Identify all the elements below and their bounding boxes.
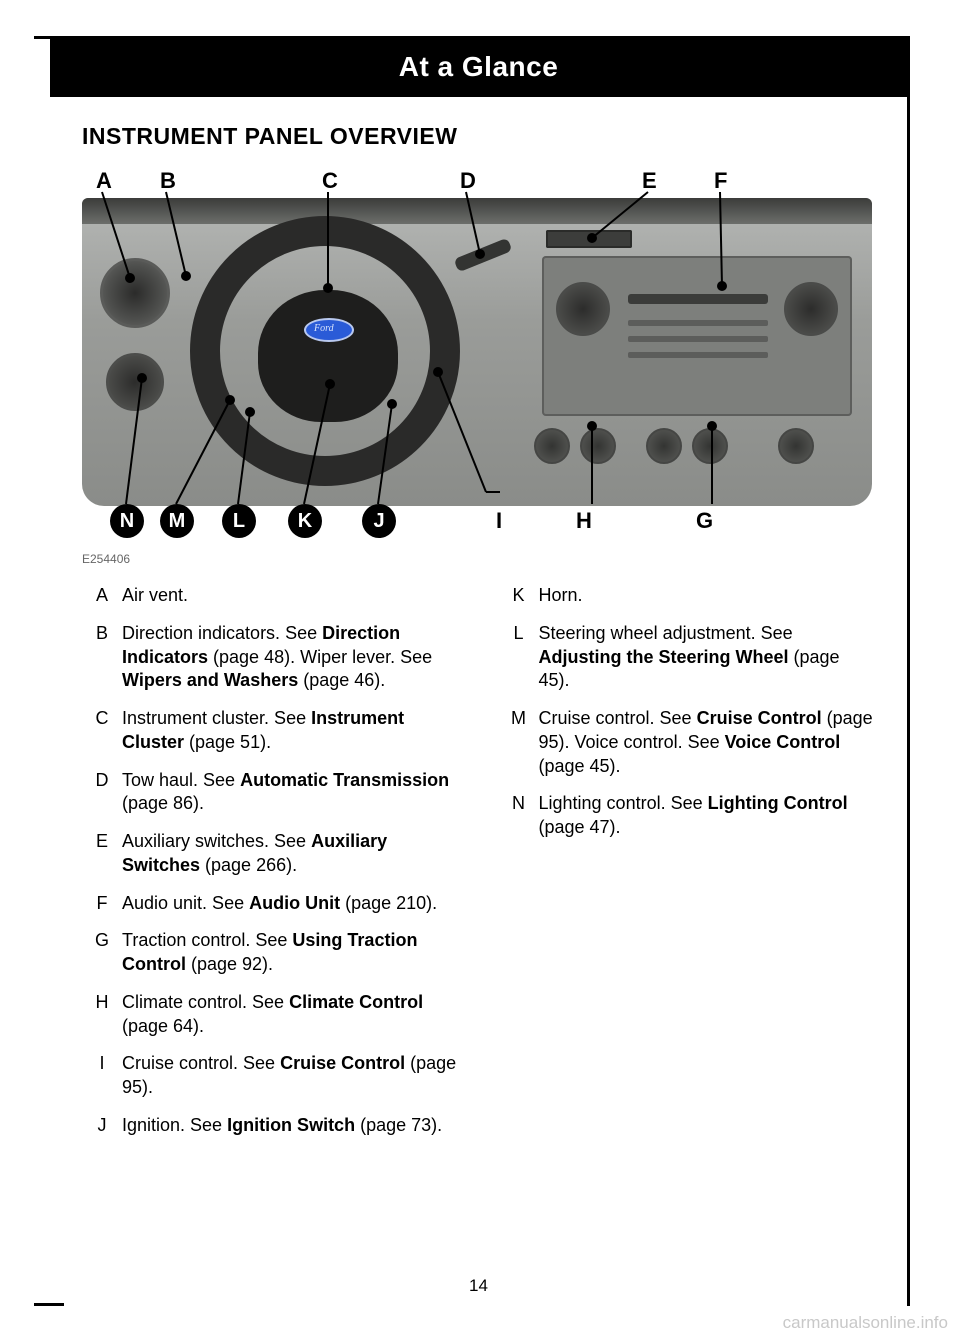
legend-letter: M	[499, 707, 539, 778]
legend-letter: A	[82, 584, 122, 608]
diagram-label-B: B	[160, 168, 176, 194]
legend-letter: D	[82, 769, 122, 817]
legend-lists: AAir vent.BDirection indicators. See Dir…	[82, 584, 875, 1152]
diagram-label-J: J	[362, 504, 396, 538]
legend-letter: C	[82, 707, 122, 755]
dashboard-illustration	[82, 198, 872, 506]
lighting-knob	[106, 353, 164, 411]
legend-item-A: AAir vent.	[82, 584, 459, 608]
control-knob	[778, 428, 814, 464]
legend-description: Ignition. See Ignition Switch (page 73).	[122, 1114, 459, 1138]
page-frame: At a Glance INSTRUMENT PANEL OVERVIEW AB…	[50, 36, 910, 1306]
chapter-header: At a Glance	[50, 39, 907, 97]
legend-letter: E	[82, 830, 122, 878]
legend-item-E: EAuxiliary switches. See Auxiliary Switc…	[82, 830, 459, 878]
watermark: carmanualsonline.info	[783, 1313, 948, 1333]
dash-top-trim	[82, 198, 872, 224]
legend-description: Traction control. See Using Traction Con…	[122, 929, 459, 977]
legend-description: Tow haul. See Automatic Transmission (pa…	[122, 769, 459, 817]
diagram-label-G: G	[696, 508, 713, 534]
legend-description: Audio unit. See Audio Unit (page 210).	[122, 892, 459, 916]
legend-description: Direction indicators. See Direction Indi…	[122, 622, 459, 693]
legend-item-J: JIgnition. See Ignition Switch (page 73)…	[82, 1114, 459, 1138]
legend-letter: N	[499, 792, 539, 840]
page-number: 14	[50, 1276, 907, 1296]
section-heading: INSTRUMENT PANEL OVERVIEW	[82, 123, 875, 150]
legend-description: Auxiliary switches. See Auxiliary Switch…	[122, 830, 459, 878]
radio-line	[628, 320, 768, 326]
legend-letter: B	[82, 622, 122, 693]
ford-badge	[304, 318, 354, 342]
legend-description: Instrument cluster. See Instrument Clust…	[122, 707, 459, 755]
diagram-label-D: D	[460, 168, 476, 194]
legend-description: Air vent.	[122, 584, 459, 608]
aux-switches	[546, 230, 632, 248]
legend-item-D: DTow haul. See Automatic Transmission (p…	[82, 769, 459, 817]
legend-item-B: BDirection indicators. See Direction Ind…	[82, 622, 459, 693]
legend-letter: L	[499, 622, 539, 693]
air-vent	[100, 258, 170, 328]
lower-controls	[522, 428, 832, 472]
legend-letter: G	[82, 929, 122, 977]
radio-line	[628, 336, 768, 342]
legend-item-K: KHorn.	[499, 584, 876, 608]
legend-description: Cruise control. See Cruise Control (page…	[539, 707, 876, 778]
diagram-label-C: C	[322, 168, 338, 194]
crop-mark	[34, 1303, 64, 1306]
diagram-label-L: L	[222, 504, 256, 538]
diagram-label-K: K	[288, 504, 322, 538]
control-knob	[692, 428, 728, 464]
legend-item-H: HClimate control. See Climate Control (p…	[82, 991, 459, 1039]
diagram-bottom-labels: NMLK J I H G	[82, 498, 872, 538]
figure-reference: E254406	[82, 552, 875, 566]
diagram-label-F: F	[714, 168, 727, 194]
legend-description: Horn.	[539, 584, 876, 608]
tow-haul-stalk	[453, 238, 512, 273]
diagram-label-H: H	[576, 508, 592, 534]
legend-description: Climate control. See Climate Control (pa…	[122, 991, 459, 1039]
legend-description: Lighting control. See Lighting Control (…	[539, 792, 876, 840]
legend-item-N: NLighting control. See Lighting Control …	[499, 792, 876, 840]
legend-letter: F	[82, 892, 122, 916]
legend-item-M: MCruise control. See Cruise Control (pag…	[499, 707, 876, 778]
radio-line	[628, 352, 768, 358]
legend-item-L: LSteering wheel adjustment. See Adjustin…	[499, 622, 876, 693]
diagram-label-M: M	[160, 504, 194, 538]
legend-item-F: FAudio unit. See Audio Unit (page 210).	[82, 892, 459, 916]
page-content: INSTRUMENT PANEL OVERVIEW ABCDEF	[50, 97, 907, 1152]
audio-unit	[542, 256, 852, 416]
legend-letter: I	[82, 1052, 122, 1100]
diagram-top-labels: A B C D E F	[82, 168, 872, 198]
radio-knob	[784, 282, 838, 336]
legend-item-C: CInstrument cluster. See Instrument Clus…	[82, 707, 459, 755]
legend-column-left: AAir vent.BDirection indicators. See Dir…	[82, 584, 459, 1152]
control-knob	[646, 428, 682, 464]
instrument-panel-diagram: A B C D E F	[82, 168, 872, 548]
legend-item-I: ICruise control. See Cruise Control (pag…	[82, 1052, 459, 1100]
diagram-label-E: E	[642, 168, 657, 194]
control-knob	[580, 428, 616, 464]
legend-column-right: KHorn.LSteering wheel adjustment. See Ad…	[499, 584, 876, 1152]
radio-knob	[556, 282, 610, 336]
legend-letter: J	[82, 1114, 122, 1138]
control-knob	[534, 428, 570, 464]
steering-wheel-hub	[258, 290, 398, 422]
diagram-label-N: N	[110, 504, 144, 538]
legend-description: Cruise control. See Cruise Control (page…	[122, 1052, 459, 1100]
diagram-label-A: A	[96, 168, 112, 194]
legend-description: Steering wheel adjustment. See Adjusting…	[539, 622, 876, 693]
legend-letter: H	[82, 991, 122, 1039]
legend-letter: K	[499, 584, 539, 608]
crop-mark	[34, 36, 50, 39]
legend-item-G: GTraction control. See Using Traction Co…	[82, 929, 459, 977]
diagram-label-I: I	[496, 508, 502, 534]
radio-slot	[628, 294, 768, 304]
